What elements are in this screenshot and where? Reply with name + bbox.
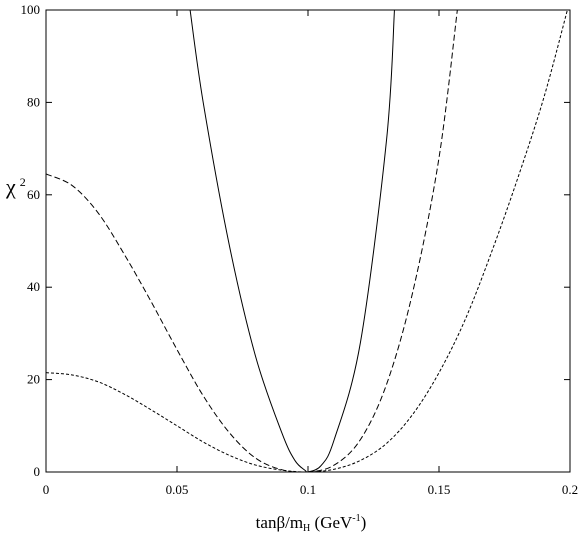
x-axis-main: tanβ/m	[256, 513, 303, 532]
x-axis-unit-open: (GeV	[310, 513, 353, 532]
x-axis-subscript: H	[303, 523, 310, 534]
x-tick-label: 0.2	[562, 482, 578, 497]
y-tick-label: 60	[27, 187, 40, 202]
x-tick-label: 0	[43, 482, 50, 497]
x-tick-label: 0.1	[300, 482, 316, 497]
tick-layer: 0 0.05 0.1 0.15 0.2 0 20 40 60 80 100	[21, 2, 579, 497]
x-tick-label: 0.15	[428, 482, 451, 497]
plot-frame	[45, 9, 571, 473]
y-tick-label: 80	[27, 94, 40, 109]
x-axis-unit-superscript: -1	[352, 513, 360, 524]
y-tick-label: 20	[27, 372, 40, 387]
series-line-dashed	[46, 10, 458, 472]
series-line-solid	[189, 10, 395, 472]
series-line-dotted	[46, 10, 568, 472]
y-tick-label: 40	[27, 279, 40, 294]
x-tick-label: 0.05	[166, 482, 189, 497]
x-axis-unit-close: )	[361, 513, 367, 532]
y-tick-label: 100	[21, 2, 41, 17]
y-axis-superscript: 2	[20, 175, 26, 189]
y-axis-symbol: χ	[5, 174, 16, 199]
series-layer	[46, 10, 568, 472]
y-tick-label: 0	[34, 464, 41, 479]
x-axis-title: tanβ/mH (GeV-1)	[256, 513, 367, 534]
